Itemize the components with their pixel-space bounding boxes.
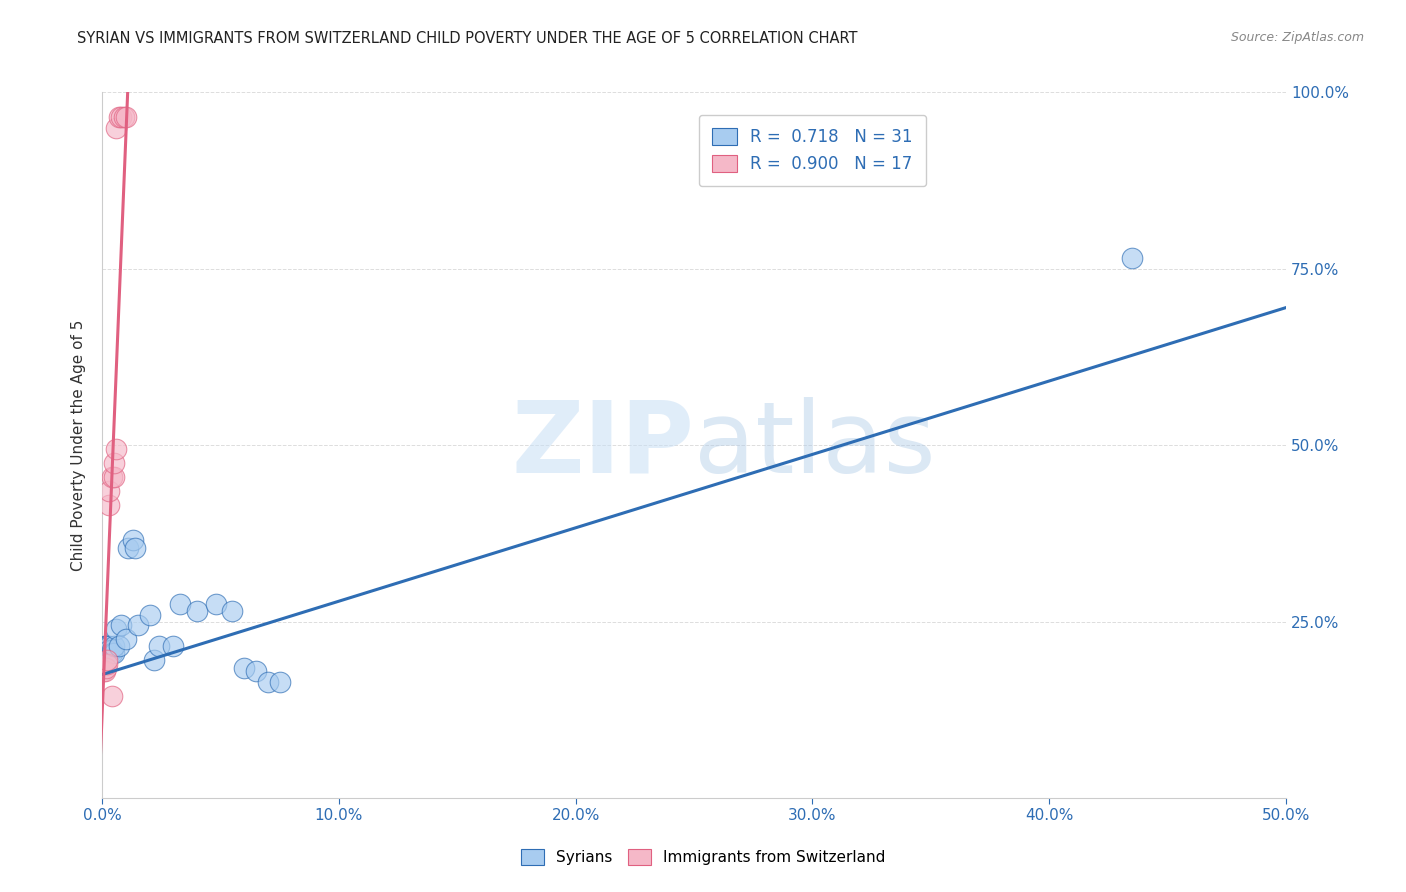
Text: Source: ZipAtlas.com: Source: ZipAtlas.com	[1230, 31, 1364, 45]
Point	[105, 120, 128, 135]
Text: atlas: atlas	[695, 397, 936, 493]
Point	[105, 622, 128, 636]
Point	[103, 456, 125, 470]
Point	[98, 643, 121, 657]
Point	[245, 664, 267, 678]
Text: ZIP: ZIP	[512, 397, 695, 493]
Point	[124, 541, 146, 555]
Point	[143, 653, 166, 667]
Point	[96, 657, 118, 671]
Point	[233, 660, 256, 674]
Point	[110, 110, 132, 124]
Point	[205, 597, 228, 611]
Point	[112, 110, 135, 124]
Point	[96, 653, 118, 667]
Point	[169, 597, 191, 611]
Point	[115, 110, 138, 124]
Point	[117, 541, 139, 555]
Point	[100, 647, 122, 661]
Point	[186, 604, 208, 618]
Point	[96, 640, 118, 654]
Point	[105, 442, 128, 456]
Legend: Syrians, Immigrants from Switzerland: Syrians, Immigrants from Switzerland	[515, 843, 891, 871]
Point	[103, 647, 125, 661]
Point	[100, 643, 122, 657]
Point	[127, 618, 149, 632]
Text: SYRIAN VS IMMIGRANTS FROM SWITZERLAND CHILD POVERTY UNDER THE AGE OF 5 CORRELATI: SYRIAN VS IMMIGRANTS FROM SWITZERLAND CH…	[77, 31, 858, 46]
Point	[93, 640, 115, 654]
Point	[115, 632, 138, 647]
Point	[103, 640, 125, 654]
Point	[98, 640, 121, 654]
Point	[93, 664, 115, 678]
Point	[98, 498, 121, 512]
Point	[257, 674, 280, 689]
Point	[148, 640, 170, 654]
Point	[103, 470, 125, 484]
Point	[93, 640, 115, 654]
Legend: R =  0.718   N = 31, R =  0.900   N = 17: R = 0.718 N = 31, R = 0.900 N = 17	[699, 115, 927, 186]
Point	[122, 533, 145, 548]
Point	[138, 607, 160, 622]
Point	[93, 664, 115, 678]
Point	[162, 640, 184, 654]
Y-axis label: Child Poverty Under the Age of 5: Child Poverty Under the Age of 5	[72, 319, 86, 571]
Point	[100, 470, 122, 484]
Point	[1121, 251, 1143, 265]
Point	[269, 674, 291, 689]
Point	[100, 689, 122, 703]
Point	[94, 660, 117, 674]
Point	[107, 110, 129, 124]
Point	[221, 604, 243, 618]
Point	[98, 484, 121, 499]
Point	[96, 640, 118, 654]
Point	[107, 640, 129, 654]
Point	[110, 618, 132, 632]
